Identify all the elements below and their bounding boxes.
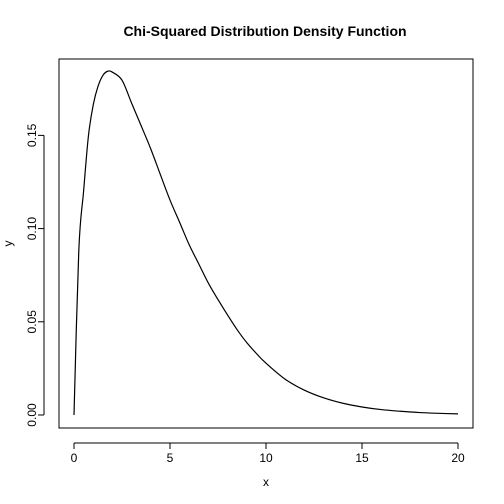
y-tick-label: 0.10 [25,217,39,241]
x-axis-label: x [263,475,269,489]
x-tick-label: 0 [71,451,78,465]
y-tick-label: 0.00 [25,403,39,427]
x-tick-label: 10 [259,451,273,465]
y-axis-label: y [1,241,15,247]
x-tick-label: 20 [451,451,465,465]
y-tick-label: 0.05 [25,310,39,334]
y-axis: 0.00 0.05 0.10 0.15 [25,123,45,427]
chart-title: Chi-Squared Distribution Density Functio… [123,23,406,39]
plot-frame [58,58,474,429]
y-tick-label: 0.15 [25,123,39,147]
x-tick-label: 5 [167,451,174,465]
x-tick-label: 15 [355,451,369,465]
x-axis: 0 5 10 15 20 [71,442,465,465]
density-curve [73,70,459,416]
